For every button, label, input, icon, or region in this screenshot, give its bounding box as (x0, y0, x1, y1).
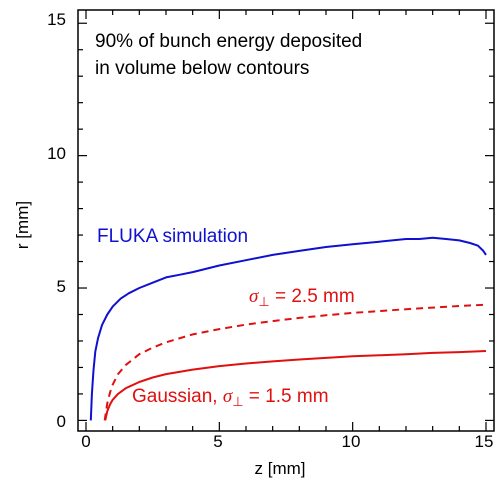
x-tick-label-5: 5 (213, 432, 222, 451)
note-line-1: 90% of bunch energy deposited (95, 31, 362, 52)
y-tick-label-5: 5 (57, 277, 66, 296)
sigma-2p5-series-label: σ⊥ = 2.5 mm (249, 286, 355, 309)
x-axis-label: z [mm] (255, 459, 306, 478)
y-tick-label-10: 10 (47, 144, 66, 163)
gaussian-prefix: Gaussian, (132, 386, 223, 407)
perp-subscript: ⊥ (258, 294, 269, 309)
fluka-series-label: FLUKA simulation (97, 226, 248, 247)
gaussian-value: = 1.5 mm (244, 386, 329, 407)
sigma-2p5-value: = 2.5 mm (270, 286, 355, 307)
x-tick-label-0: 0 (81, 432, 90, 451)
y-tick-label-15: 15 (47, 10, 66, 29)
plot-frame (77, 9, 495, 432)
gaussian-1p5-line (104, 350, 487, 421)
x-tick-label-15: 15 (475, 432, 494, 451)
x-tick-label-10: 10 (342, 432, 361, 451)
sigma-symbol: σ (223, 386, 233, 407)
tick-marks (78, 10, 494, 431)
fluka-simulation-line (89, 236, 487, 421)
y-tick-label-0: 0 (57, 412, 66, 431)
perp-subscript: ⊥ (232, 394, 243, 409)
sigma-symbol: σ (249, 286, 259, 307)
y-axis-label: r [mm] (13, 201, 32, 249)
series-lines (89, 236, 487, 421)
note-line-2: in volume below contours (95, 58, 309, 79)
gaussian-series-label: Gaussian, σ⊥ = 1.5 mm (132, 386, 329, 409)
gaussian-2p5-dashed-line (103, 303, 487, 421)
